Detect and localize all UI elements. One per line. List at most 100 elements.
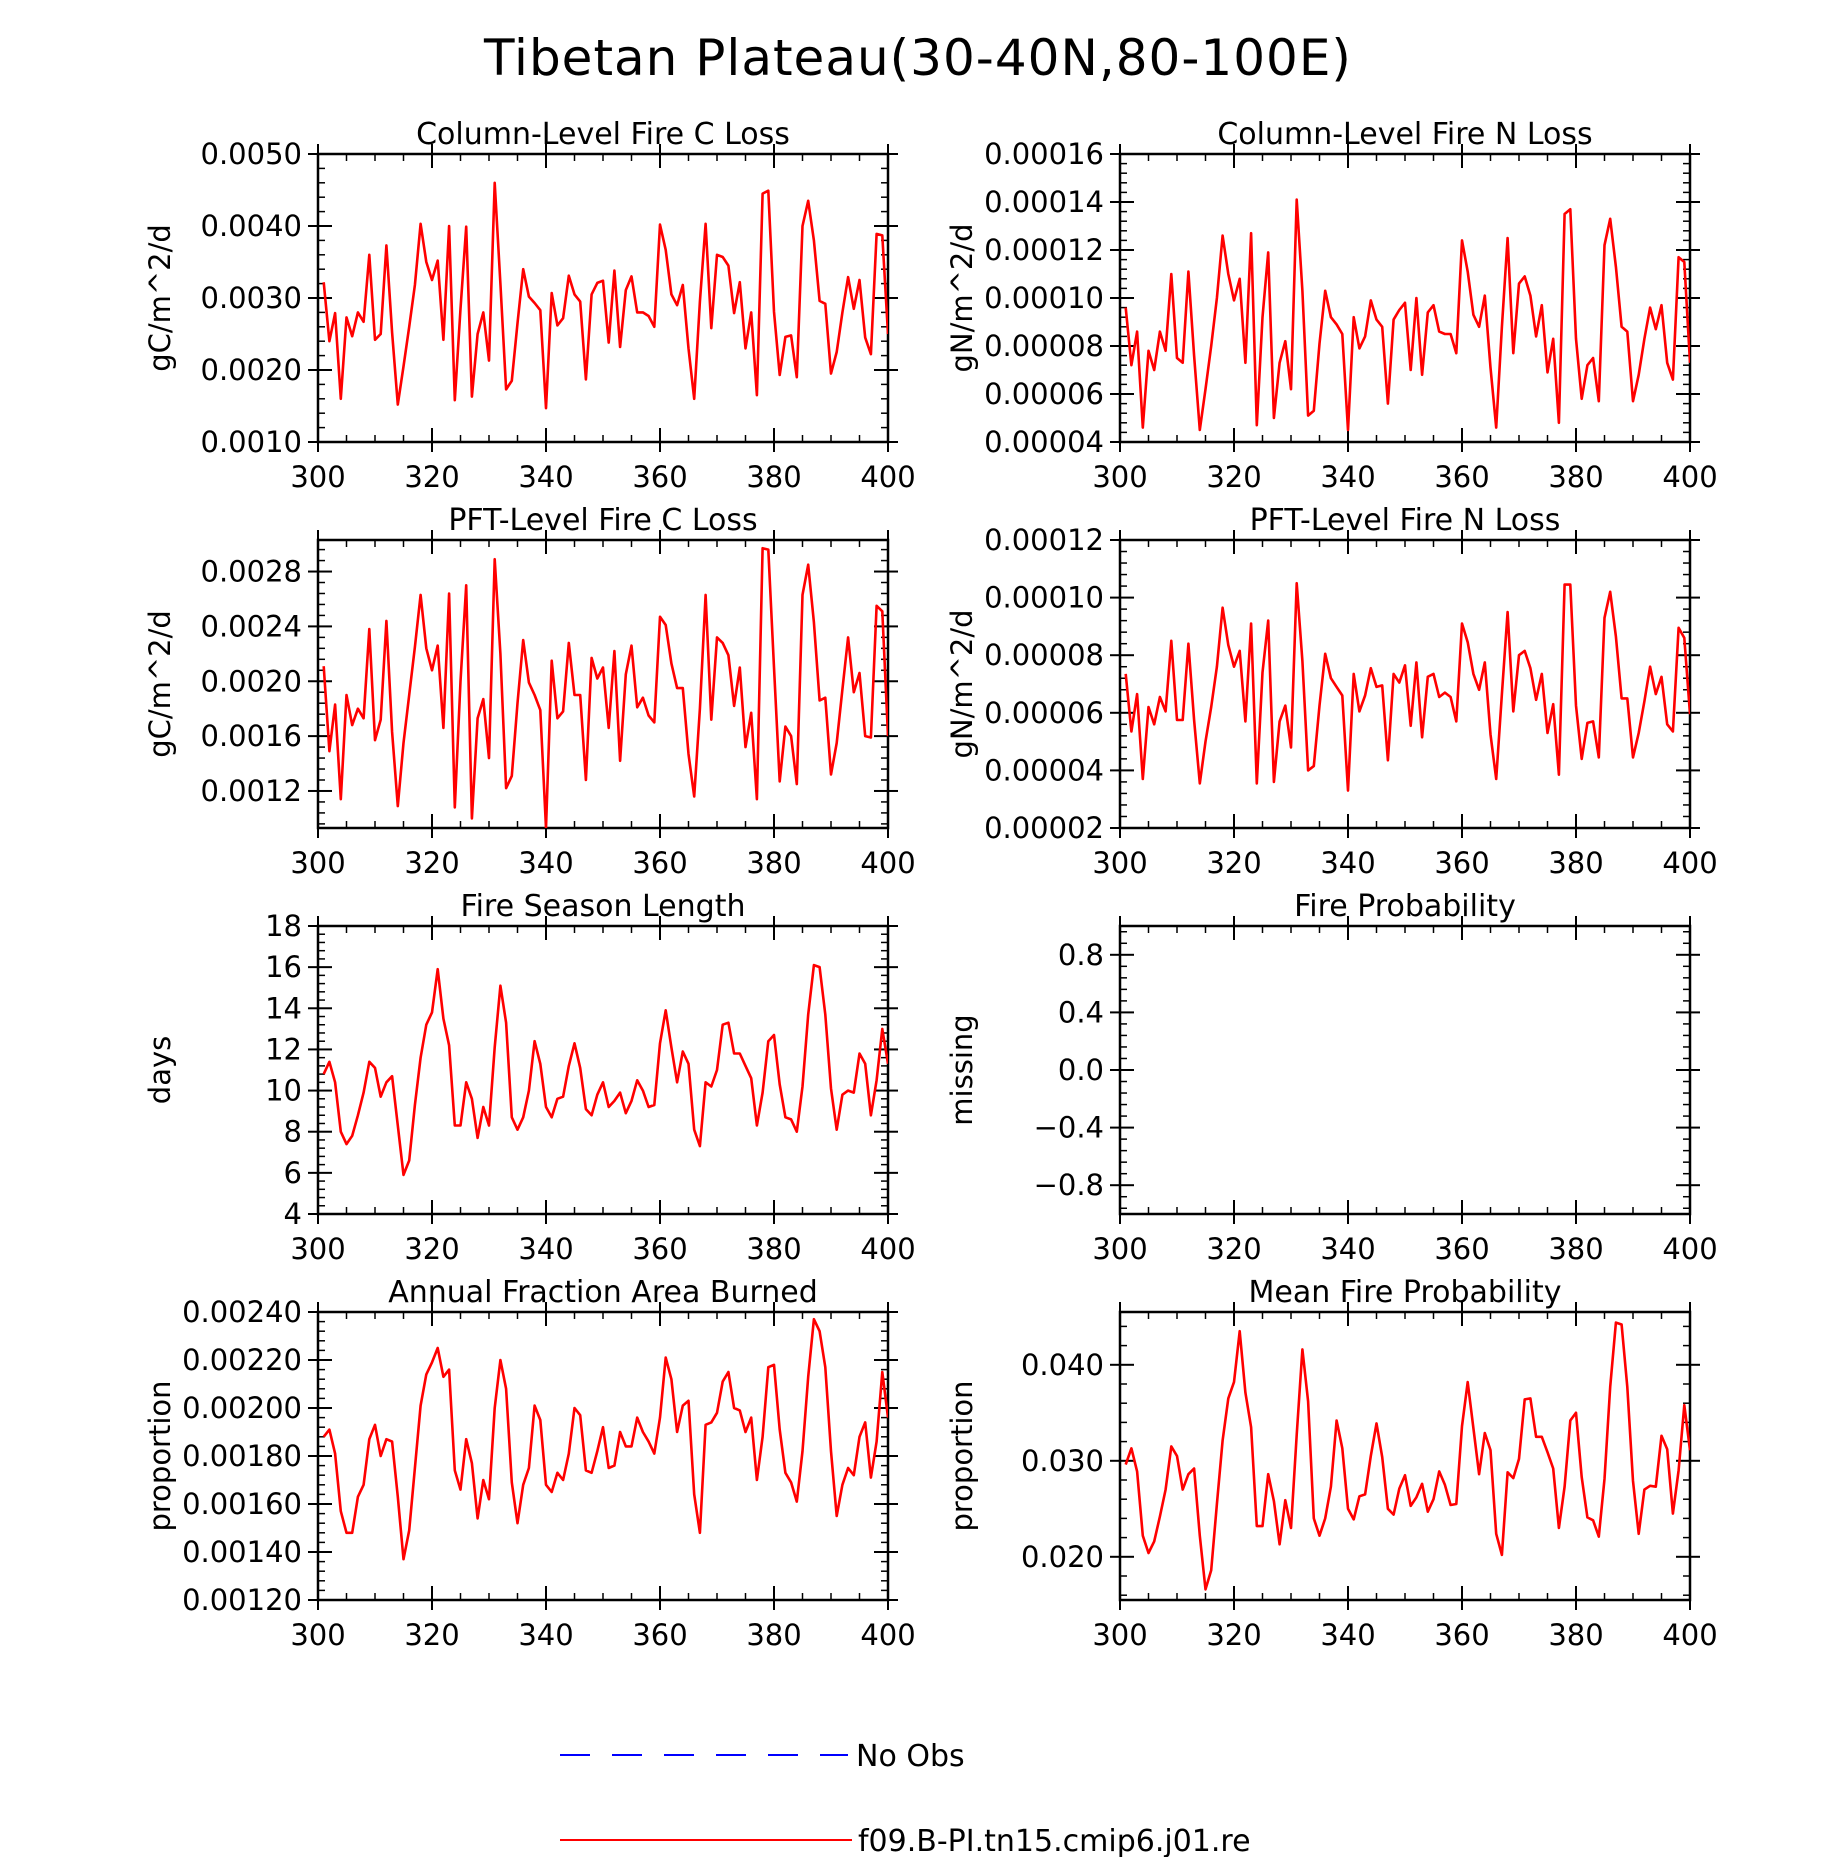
plot-frame: [1118, 152, 1692, 444]
x-tick-label: 360: [632, 1232, 687, 1266]
x-tick-label: 300: [1092, 460, 1147, 494]
y-tick-label: 0.00004: [984, 425, 1104, 459]
panel-area: Annual Fraction Area Burned proportion 300…: [143, 1275, 916, 1652]
y-tick-label: −0.4: [1034, 1111, 1104, 1145]
y-tick-label: 0.00006: [984, 696, 1104, 730]
y-tick-label: 0.0030: [201, 281, 302, 315]
y-tick-label: 0.8: [1058, 938, 1104, 972]
y-axis-label: gN/m^2/d: [945, 609, 979, 758]
panel-title: Column-Level Fire C Loss: [416, 117, 790, 152]
y-tick-label: 8: [284, 1115, 302, 1149]
x-tick-label: 300: [1092, 846, 1147, 880]
series-line: [322, 963, 888, 1177]
y-axis-label: proportion: [143, 1380, 177, 1531]
x-tick-label: 320: [404, 460, 459, 494]
x-tick-label: 320: [1206, 1618, 1261, 1652]
x-tick-label: 380: [746, 460, 801, 494]
y-tick-label: 0.0016: [201, 719, 302, 753]
y-tick-label: 0.0050: [201, 137, 302, 171]
x-tick-label: 400: [860, 1232, 915, 1266]
x-tick-label: 360: [1434, 1232, 1489, 1266]
x-tick-label: 320: [404, 1232, 459, 1266]
y-tick-label: 14: [265, 991, 302, 1025]
y-tick-label: 0.00240: [182, 1295, 302, 1329]
figure-title: Tibetan Plateau(30-40N,80-100E): [483, 29, 1352, 87]
plot-frame: [1118, 924, 1692, 1216]
x-tick-label: 340: [1320, 1618, 1375, 1652]
y-tick-label: 0.0010: [201, 425, 302, 459]
y-tick-label: 12: [265, 1032, 302, 1066]
x-tick-label: 340: [1320, 1232, 1375, 1266]
panel-title: PFT-Level Fire C Loss: [448, 503, 757, 538]
legend-obs-label: No Obs: [856, 1739, 965, 1774]
x-tick-label: 340: [1320, 460, 1375, 494]
x-tick-label: 320: [1206, 460, 1261, 494]
x-tick-label: 320: [404, 1618, 459, 1652]
y-axis-label: gC/m^2/d: [143, 224, 177, 372]
x-tick-label: 360: [1434, 1618, 1489, 1652]
series-line: [1124, 1321, 1690, 1591]
y-tick-label: 0.00200: [182, 1391, 302, 1425]
y-tick-label: 0.030: [1021, 1444, 1104, 1478]
x-tick-label: 380: [1548, 1232, 1603, 1266]
panel-col-n: Column-Level Fire N Loss gN/m^2/d 300 320 34…: [945, 117, 1718, 494]
panel-mean-prob: Mean Fire Probability proportion 300 320 340…: [945, 1275, 1718, 1652]
panel-title: PFT-Level Fire N Loss: [1250, 503, 1561, 538]
y-tick-label: 0.040: [1021, 1348, 1104, 1382]
x-tick-label: 300: [290, 1618, 345, 1652]
x-tick-label: 360: [1434, 460, 1489, 494]
series-line: [322, 181, 888, 410]
panel-title: Mean Fire Probability: [1249, 1275, 1562, 1310]
x-tick-label: 340: [518, 1232, 573, 1266]
x-tick-label: 320: [1206, 1232, 1261, 1266]
x-tick-label: 380: [1548, 460, 1603, 494]
y-tick-label: 0.00010: [984, 581, 1104, 615]
x-tick-label: 340: [1320, 846, 1375, 880]
y-tick-label: 4: [284, 1197, 302, 1231]
y-tick-label: 0.00180: [182, 1439, 302, 1473]
x-tick-label: 380: [1548, 846, 1603, 880]
y-tick-label: 0.4: [1058, 995, 1104, 1029]
x-tick-label: 300: [290, 460, 345, 494]
y-tick-label: 0.00140: [182, 1535, 302, 1569]
panel-col-c: Column-Level Fire C Loss gC/m^2/d 300 320 34…: [143, 117, 916, 494]
plot-frame: [1118, 538, 1692, 830]
panel-title: Fire Probability: [1294, 889, 1516, 924]
x-tick-label: 400: [860, 846, 915, 880]
y-tick-label: 0.00002: [984, 811, 1104, 845]
series-line: [1124, 581, 1690, 792]
panel-title: Fire Season Length: [461, 889, 746, 924]
chart-panels: Column-Level Fire C Loss gC/m^2/d 300 320 34…: [143, 117, 1718, 1652]
y-tick-label: 18: [265, 909, 302, 943]
y-tick-label: 0.00012: [984, 523, 1104, 557]
x-tick-label: 320: [404, 846, 459, 880]
y-tick-label: 10: [265, 1074, 302, 1108]
x-tick-label: 380: [746, 1232, 801, 1266]
panel-prob: Fire Probability missing 300 320 340 360 380 40…: [945, 889, 1718, 1266]
y-tick-label: 0.0024: [201, 609, 302, 643]
x-tick-label: 400: [860, 460, 915, 494]
x-tick-label: 380: [1548, 1618, 1603, 1652]
y-axis-label: gC/m^2/d: [143, 610, 177, 758]
x-tick-label: 400: [1662, 1618, 1717, 1652]
x-tick-label: 300: [290, 1232, 345, 1266]
y-tick-label: 0.00006: [984, 377, 1104, 411]
y-tick-label: 6: [284, 1156, 302, 1190]
panel-season: Fire Season Length days 300 320 340 360 380 400…: [143, 889, 916, 1266]
x-tick-label: 340: [518, 846, 573, 880]
plot-frame: [316, 538, 890, 830]
x-tick-label: 340: [518, 460, 573, 494]
y-tick-label: 0.00160: [182, 1487, 302, 1521]
y-tick-label: 0.00016: [984, 137, 1104, 171]
panel-title: Column-Level Fire N Loss: [1217, 117, 1592, 152]
legend: No Obs f09.B-PI.tn15.cmip6.j01.re: [560, 1739, 1251, 1857]
series-line: [322, 546, 888, 828]
y-tick-label: 0.020: [1021, 1540, 1104, 1574]
y-tick-label: 0.0: [1058, 1053, 1104, 1087]
y-axis-label: days: [143, 1036, 177, 1104]
y-tick-label: 0.00012: [984, 233, 1104, 267]
y-tick-label: 0.0020: [201, 664, 302, 698]
y-tick-label: 0.00008: [984, 329, 1104, 363]
y-tick-label: 0.0020: [201, 353, 302, 387]
